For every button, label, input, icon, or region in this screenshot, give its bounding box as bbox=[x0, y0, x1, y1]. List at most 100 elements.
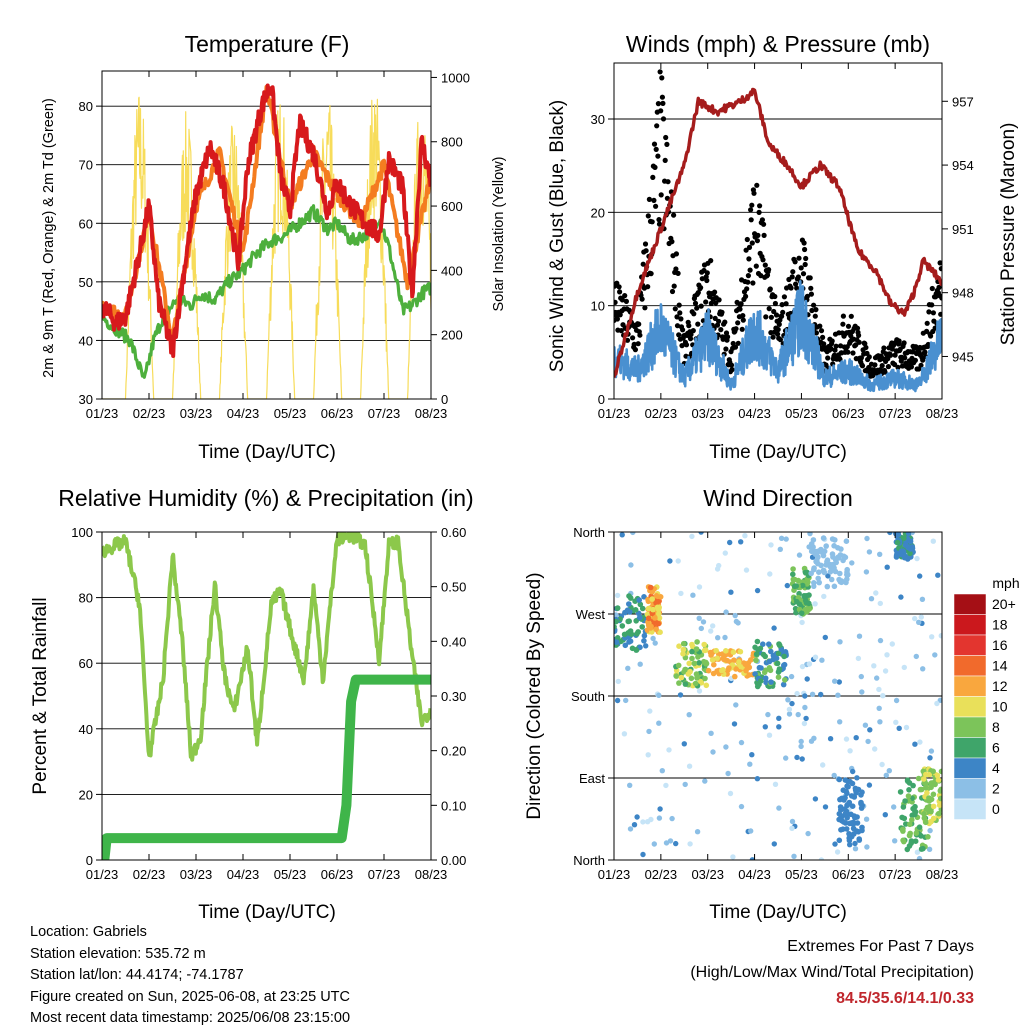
direction-point bbox=[937, 788, 942, 794]
direction-point bbox=[934, 700, 940, 707]
temperature-ytick-label: 80 bbox=[79, 99, 93, 114]
direction-point bbox=[633, 647, 640, 653]
direction-point bbox=[903, 724, 910, 731]
direction-point bbox=[905, 793, 912, 799]
gust-point bbox=[792, 259, 798, 265]
gust-point bbox=[657, 69, 663, 75]
direction-point bbox=[693, 646, 700, 652]
humidity-y2tick-label: 0.50 bbox=[441, 580, 466, 595]
gust-point bbox=[712, 315, 718, 321]
direction-point bbox=[696, 615, 702, 621]
gust-point bbox=[773, 312, 780, 318]
direction-point bbox=[892, 838, 898, 844]
total-rainfall-line bbox=[102, 674, 431, 860]
speed-legend-swatch bbox=[953, 655, 987, 677]
gust-point bbox=[918, 362, 924, 368]
speed-legend: 20+ 18 16 14 12 10 8 6 4 2 0 bbox=[953, 593, 1016, 820]
direction-point bbox=[645, 615, 652, 622]
gust-point bbox=[938, 311, 942, 317]
direction-point bbox=[696, 660, 702, 666]
direction-point bbox=[659, 768, 665, 774]
speed-legend-swatch bbox=[953, 798, 987, 820]
direction-point bbox=[824, 583, 831, 590]
direction-point bbox=[749, 752, 755, 758]
gust-point bbox=[655, 153, 661, 159]
direction-point bbox=[867, 727, 873, 733]
gust-point bbox=[716, 297, 722, 303]
direction-point bbox=[864, 535, 870, 542]
direction-point bbox=[822, 804, 829, 810]
direction-point bbox=[842, 810, 849, 817]
gust-point bbox=[645, 213, 651, 219]
gust-point bbox=[728, 362, 735, 368]
direction-point bbox=[626, 601, 632, 607]
gust-point bbox=[646, 196, 653, 202]
gust-point bbox=[632, 347, 639, 353]
direction-point bbox=[689, 655, 695, 662]
direction-point bbox=[883, 772, 889, 778]
gust-point bbox=[788, 285, 794, 291]
gust-point bbox=[665, 179, 671, 185]
temperature-y2tick-label: 800 bbox=[441, 135, 463, 150]
direction-point bbox=[938, 768, 942, 775]
gust-point bbox=[617, 312, 623, 318]
direction-point bbox=[889, 641, 895, 647]
direction-point bbox=[814, 557, 820, 564]
direction-point bbox=[749, 857, 756, 860]
direction-point bbox=[818, 562, 824, 569]
direction-point bbox=[667, 838, 674, 844]
gust-point bbox=[845, 349, 851, 355]
direction-point bbox=[820, 535, 827, 541]
direction-point bbox=[864, 844, 870, 850]
temperature-title: Temperature (F) bbox=[185, 31, 350, 57]
direction-point bbox=[820, 552, 827, 559]
humidity-ytick-label: 40 bbox=[79, 722, 93, 737]
direction-point bbox=[806, 600, 812, 607]
gust-point bbox=[793, 281, 799, 287]
direction-point bbox=[808, 738, 815, 744]
direction-point bbox=[882, 668, 889, 674]
station-latlon: Station lat/lon: 44.4174; -74.1787 bbox=[30, 967, 244, 983]
direction-point bbox=[622, 642, 629, 649]
winds-xtick-label: 04/23 bbox=[738, 406, 771, 421]
direction-point bbox=[845, 572, 851, 578]
direction-point bbox=[637, 601, 644, 608]
winds-xtick-label: 02/23 bbox=[645, 406, 678, 421]
direction-point bbox=[732, 612, 738, 619]
direction-point bbox=[754, 587, 761, 594]
direction-point bbox=[725, 770, 731, 777]
direction-point bbox=[836, 837, 843, 844]
gust-point bbox=[642, 305, 648, 311]
direction-point bbox=[714, 655, 720, 662]
gust-point bbox=[674, 323, 681, 329]
gust-point bbox=[910, 349, 916, 355]
gust-point bbox=[848, 333, 854, 339]
temperature-y2tick-label: 0 bbox=[441, 392, 448, 407]
direction-point bbox=[814, 549, 821, 556]
direction-point bbox=[673, 840, 679, 847]
gust-point bbox=[795, 274, 802, 280]
direction-point bbox=[676, 680, 682, 686]
direction-point bbox=[823, 543, 829, 549]
gust-point bbox=[798, 265, 804, 271]
gust-point bbox=[775, 331, 781, 337]
winds-xtick-label: 07/23 bbox=[879, 406, 912, 421]
direction-point bbox=[754, 638, 761, 645]
direction-point bbox=[848, 811, 854, 818]
direction-point bbox=[708, 730, 714, 736]
gust-point bbox=[643, 248, 649, 254]
gust-point bbox=[803, 255, 809, 262]
direction-series bbox=[614, 532, 942, 860]
direction-point bbox=[925, 834, 931, 840]
humidity-y2tick-label: 0.30 bbox=[441, 689, 466, 704]
direction-point bbox=[794, 598, 800, 605]
gust-point bbox=[759, 217, 766, 223]
gust-point bbox=[768, 314, 775, 320]
gust-point bbox=[651, 141, 658, 147]
gust-point bbox=[704, 277, 710, 284]
direction-point bbox=[917, 573, 923, 579]
gust-point bbox=[735, 320, 741, 326]
direction-point bbox=[926, 795, 932, 801]
direction-point bbox=[912, 803, 918, 810]
temperature-xtick-label: 04/23 bbox=[227, 406, 260, 421]
